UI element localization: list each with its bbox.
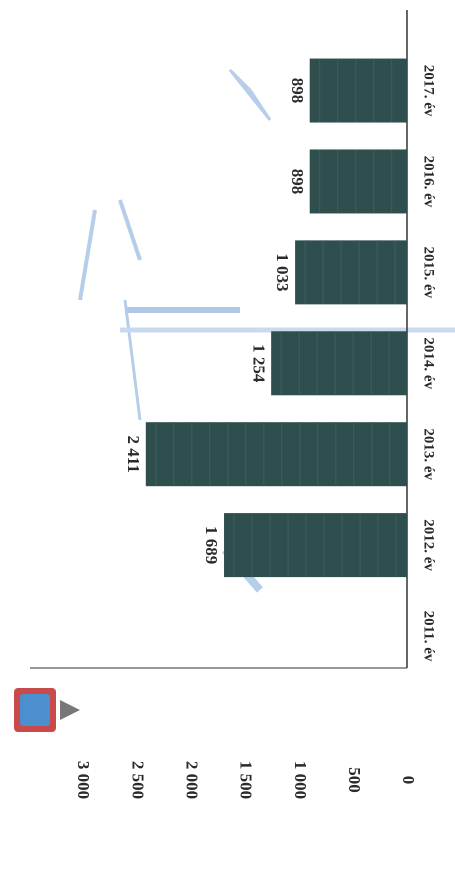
data-label: 1 254	[249, 344, 268, 383]
value-tick-label: 2 000	[182, 761, 201, 799]
logo-watermark	[78, 68, 455, 593]
bar	[224, 513, 407, 578]
corner-logo	[14, 688, 80, 732]
bar	[309, 58, 407, 123]
value-tick-label: 1 500	[237, 761, 256, 799]
category-label: 2012. év	[421, 519, 437, 571]
chart-bars	[145, 58, 407, 578]
bar	[309, 149, 407, 214]
category-label: 2016. év	[421, 156, 437, 208]
bar	[271, 331, 407, 396]
bar	[145, 422, 407, 487]
category-label: 2017. év	[421, 65, 437, 117]
value-tick-label: 3 000	[74, 761, 93, 799]
category-label: 2011. év	[421, 611, 437, 662]
value-axis-ticks: 0 500 1 000 1 500 2 000 2 500 3 000	[74, 761, 418, 799]
value-tick-label: 0	[399, 776, 418, 785]
data-label: 898	[288, 169, 307, 195]
data-label: 898	[288, 78, 307, 104]
value-tick-label: 2 500	[128, 761, 147, 799]
category-label: 2015. év	[421, 247, 437, 299]
data-label: 2 411	[124, 436, 143, 473]
data-label: 1 689	[202, 526, 221, 564]
category-label: 2013. év	[421, 428, 437, 480]
bar	[295, 240, 407, 305]
value-tick-label: 500	[345, 767, 364, 793]
data-labels: 1 689 2 411 1 254 1 033 898 898	[124, 78, 307, 564]
category-axis-labels: 2011. év 2012. év 2013. év 2014. év 2015. év…	[421, 65, 437, 662]
data-label: 1 033	[273, 253, 292, 291]
value-tick-label: 1 000	[291, 761, 310, 799]
category-label: 2014. év	[421, 337, 437, 389]
